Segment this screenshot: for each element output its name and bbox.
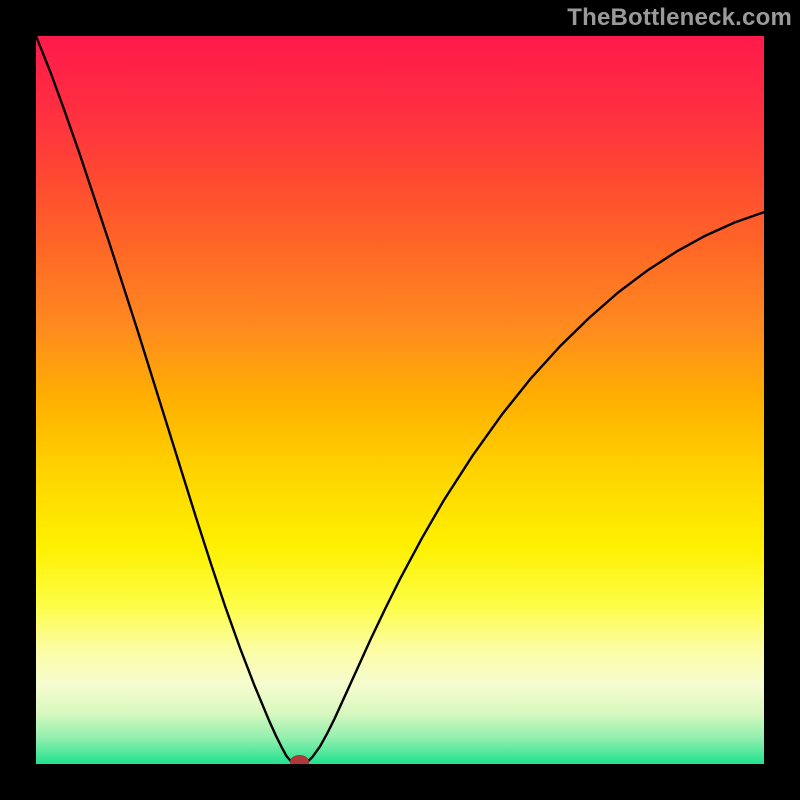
gradient-plot-svg bbox=[36, 36, 764, 764]
chart-frame: TheBottleneck.com bbox=[0, 0, 800, 800]
plot-area bbox=[36, 36, 764, 764]
watermark-text: TheBottleneck.com bbox=[567, 4, 792, 32]
gradient-background bbox=[36, 36, 764, 764]
